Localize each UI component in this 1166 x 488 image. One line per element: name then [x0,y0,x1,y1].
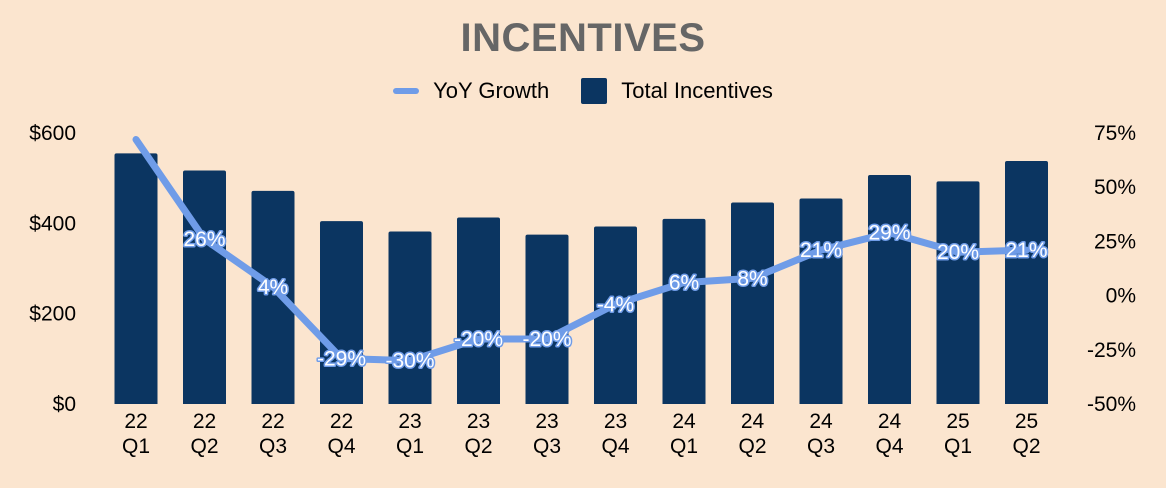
x-tick-label-quarter: Q2 [190,435,218,458]
y-right-tick-label: -25% [1087,339,1136,362]
series-line-yoy-growth [132,136,1030,365]
bar-total-incentives [1005,161,1048,404]
bar-total-incentives [183,170,226,404]
x-tick-label-quarter: Q4 [327,435,355,458]
legend-label-yoy-growth: YoY Growth [433,78,550,103]
x-tick-label-quarter: Q3 [533,435,561,458]
x-tick-label-quarter: Q2 [738,435,766,458]
legend-swatch-line [393,88,420,94]
data-label-yoy-growth: 4% [258,276,288,299]
legend: YoY Growth Total Incentives [0,78,1166,104]
x-tick-label-year: 25 [946,410,969,433]
x-tick-label-quarter: Q1 [944,435,972,458]
x-tick-label-year: 23 [467,410,490,433]
x-tick-label-quarter: Q2 [1012,435,1040,458]
x-tick-label-year: 23 [398,410,421,433]
bar-total-incentives [251,190,295,404]
data-label-yoy-growth: 20% [937,241,979,264]
bar-total-incentives [799,198,843,404]
x-tick-label-year: 24 [809,410,833,433]
x-tick-label-year: 22 [124,410,147,433]
data-label-yoy-growth: -4% [597,293,634,316]
x-tick-label-quarter: Q3 [807,435,835,458]
data-label-yoy-growth: 8% [737,267,767,290]
y-left-tick-label: $200 [29,303,76,326]
x-tick-label-year: 24 [878,410,902,433]
bar-total-incentives [868,175,911,404]
data-label-yoy-growth: -20% [454,328,503,351]
y-right-tick-label: 25% [1094,230,1136,253]
x-tick-label-year: 24 [741,410,765,433]
bar-total-incentives [525,234,569,404]
data-label-yoy-growth: -29% [317,347,366,370]
y-right-tick-label: 50% [1094,176,1136,199]
bar-total-incentives [594,226,637,404]
bar-total-incentives [936,181,980,404]
y-left-tick-label: $600 [29,122,76,145]
y-right-tick-label: 0% [1106,285,1136,308]
x-tick-label-quarter: Q4 [601,435,629,458]
data-label-yoy-growth: 6% [669,272,699,295]
x-tick-label-year: 24 [672,410,696,433]
y-left-tick-label: $0 [53,393,76,416]
bar-total-incentives [320,221,363,404]
chart-title: INCENTIVES [460,16,706,60]
legend-swatch-box [581,78,608,104]
x-tick-label-quarter: Q1 [122,435,150,458]
data-label-yoy-growth: -20% [522,328,571,351]
bar-total-incentives [114,153,158,404]
bar-total-incentives [731,202,774,404]
data-label-yoy-growth: 21% [1005,239,1047,262]
bar-total-incentives [457,217,500,404]
x-tick-label-year: 25 [1015,410,1038,433]
x-tick-label-quarter: Q3 [259,435,287,458]
x-tick-label-year: 22 [330,410,353,433]
legend-label-total-incentives: Total Incentives [621,78,773,103]
y-left-tick-label: $400 [29,212,76,235]
x-tick-label-year: 23 [604,410,627,433]
x-tick-label-quarter: Q2 [464,435,492,458]
y-right-tick-label: -50% [1087,393,1136,416]
x-tick-label-year: 22 [261,410,284,433]
x-tick-label-year: 22 [193,410,216,433]
bar-total-incentives [388,231,432,404]
legend-item-yoy-growth: YoY Growth [393,78,549,104]
bar-total-incentives [662,218,706,404]
x-tick-label-quarter: Q1 [670,435,698,458]
data-label-yoy-growth: -30% [385,350,434,373]
y-right-tick-label: 75% [1094,122,1136,145]
data-label-yoy-growth: 26% [183,228,225,251]
data-label-yoy-growth: 29% [868,222,910,245]
data-label-yoy-growth: 21% [800,239,842,262]
x-tick-label-quarter: Q4 [875,435,903,458]
x-tick-label-quarter: Q1 [396,435,424,458]
legend-item-total-incentives: Total Incentives [581,78,773,104]
x-tick-label-year: 23 [535,410,558,433]
